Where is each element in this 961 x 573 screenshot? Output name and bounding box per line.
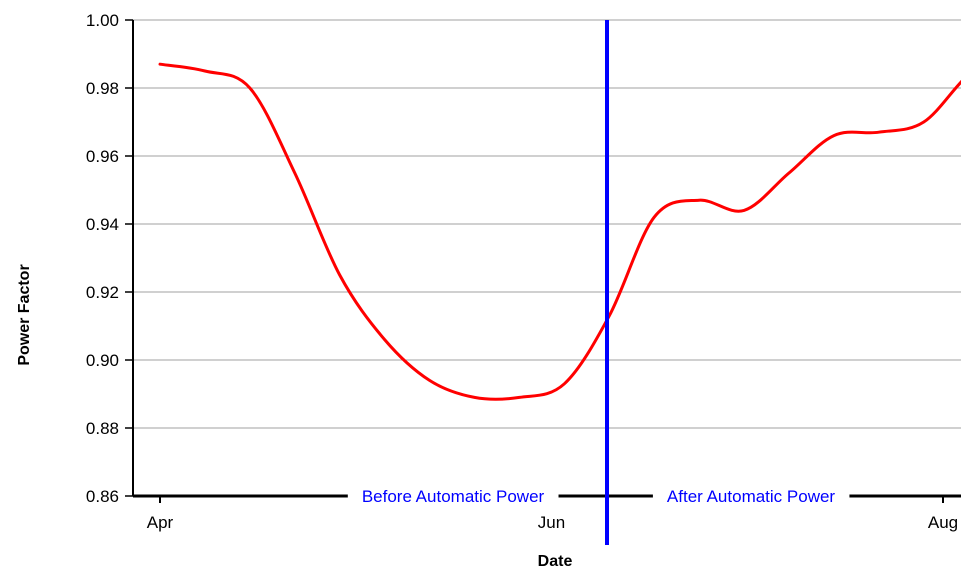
region-label-background	[347, 485, 559, 508]
x-axis-title: Date	[538, 553, 573, 570]
region-label-background	[652, 485, 850, 508]
x-tick-label: Apr	[147, 513, 174, 532]
power-factor-series-line	[158, 62, 961, 401]
y-tick-label: 0.94	[86, 215, 119, 234]
y-tick-labels: 0.86 0.88 0.90 0.92 0.94 0.96 0.98 1.00	[86, 11, 119, 506]
y-tick-label: 0.88	[86, 419, 119, 438]
y-tick-label: 1.00	[86, 11, 119, 30]
x-tick-label: Aug	[928, 513, 958, 532]
after-automatic-power-label: After Automatic Power	[667, 487, 836, 506]
y-tick-label: 0.86	[86, 487, 119, 506]
series-group	[158, 62, 961, 401]
y-tick-label: 0.92	[86, 283, 119, 302]
y-axis-title: Power Factor	[16, 264, 33, 365]
y-tick-label: 0.90	[86, 351, 119, 370]
before-automatic-power-label: Before Automatic Power	[362, 487, 545, 506]
x-tick-label: Jun	[538, 513, 565, 532]
y-tick-label: 0.98	[86, 79, 119, 98]
gridlines	[125, 19, 961, 497]
y-tick-label: 0.96	[86, 147, 119, 166]
x-tick-labels: Apr Jun Aug	[147, 513, 958, 532]
